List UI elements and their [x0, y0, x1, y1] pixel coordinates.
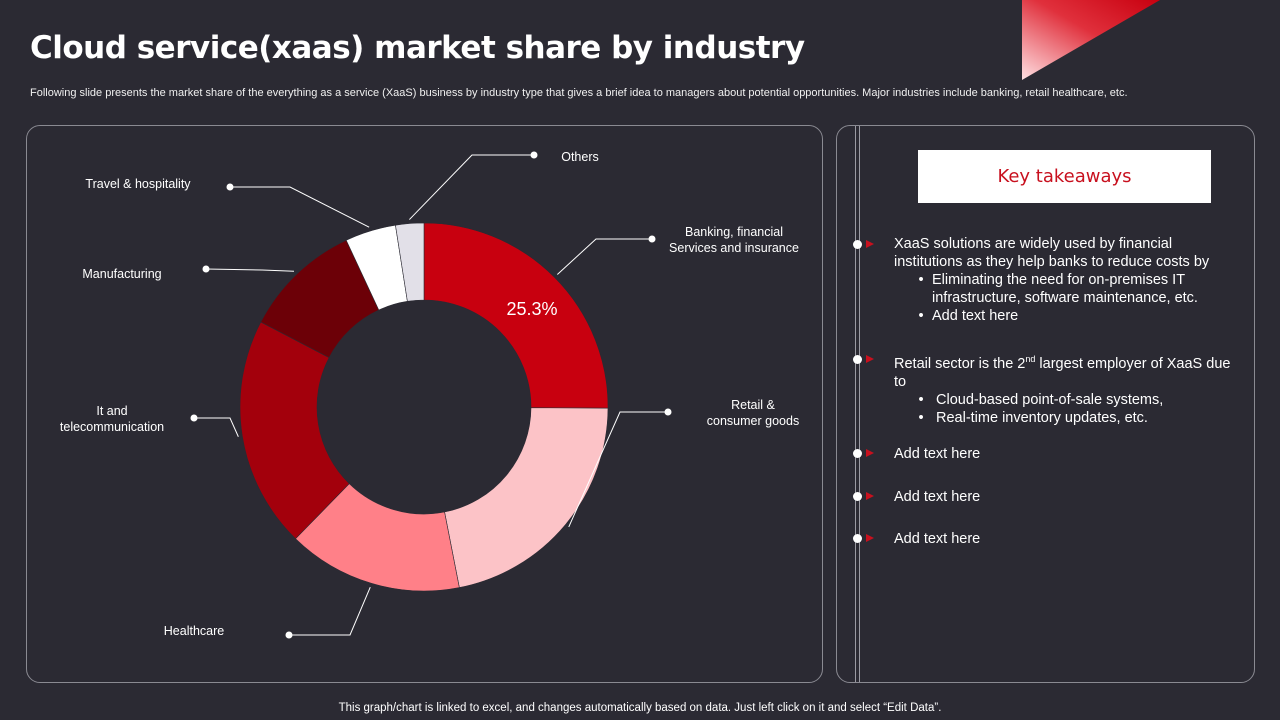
- leader-dot: [190, 414, 198, 422]
- highlight-value-label: 25.3%: [506, 299, 557, 319]
- donut-slice[interactable]: [395, 222, 425, 302]
- leader-dot: [226, 183, 234, 191]
- leader-line: [205, 268, 295, 272]
- leader-line: [194, 417, 239, 437]
- bullet-arrow-icon: [866, 492, 874, 500]
- bullet-arrow-icon: [866, 534, 874, 542]
- takeaway-item: Retail sector is the 2nd largest employe…: [894, 350, 1234, 427]
- donut-slice[interactable]: [423, 222, 609, 409]
- takeaway-subitem: • Cloud-based point-of-sale systems,: [918, 391, 1164, 408]
- takeaway-subitem: • Add text here: [918, 308, 1019, 324]
- leader-line: [230, 186, 370, 228]
- takeaway-text: Add text here: [894, 446, 981, 462]
- takeaway-text: Retail sector is the 2nd largest employe…: [894, 354, 1231, 390]
- takeaways-panel: [836, 125, 1255, 683]
- takeaway-text: Add text here: [894, 489, 981, 505]
- slice-label: Healthcare: [163, 624, 225, 638]
- bullet-dot: [853, 449, 862, 458]
- slice-label: It and telecommunication: [59, 404, 165, 434]
- leader-dot: [648, 235, 656, 243]
- slice-label: Others: [561, 150, 599, 164]
- key-takeaways-heading: Key takeaways: [918, 150, 1211, 203]
- chart-panel: [26, 125, 823, 683]
- slice-label: Manufacturing: [82, 267, 162, 281]
- leader-line: [557, 238, 652, 275]
- takeaway-item: XaaS solutions are widely used by financ…: [894, 235, 1234, 325]
- bullet-dot: [853, 492, 862, 501]
- leader-dot: [664, 408, 672, 416]
- bullet-dot: [853, 534, 862, 543]
- donut-slice[interactable]: [239, 321, 350, 540]
- slice-label: Travel & hospitality: [85, 177, 191, 191]
- slice-label: Banking, financial Services and insuranc…: [669, 225, 799, 255]
- leader-dot: [285, 631, 293, 639]
- leader-dot: [530, 151, 538, 159]
- takeaway-text: XaaS solutions are widely used by financ…: [894, 236, 1210, 270]
- timeline-line: [859, 126, 860, 682]
- page-subtitle: Following slide presents the market shar…: [30, 87, 1128, 99]
- takeaway-text: Add text here: [894, 531, 981, 547]
- leader-dot: [202, 265, 210, 273]
- corner-decoration: [1022, 0, 1160, 80]
- leader-line: [409, 154, 534, 220]
- bullet-arrow-icon: [866, 449, 874, 457]
- timeline-line: [855, 126, 856, 682]
- bullet-dot: [853, 240, 862, 249]
- takeaway-subitem: • Real-time inventory updates, etc.: [918, 409, 1148, 426]
- leader-line: [289, 586, 371, 636]
- page-title: Cloud service(xaas) market share by indu…: [30, 30, 805, 66]
- footer-note: This graph/chart is linked to excel, and…: [338, 702, 942, 714]
- slice-label: Retail & consumer goods: [706, 398, 800, 428]
- bullet-arrow-icon: [866, 355, 874, 363]
- bullet-arrow-icon: [866, 240, 874, 248]
- donut-slice[interactable]: [444, 407, 609, 588]
- takeaway-subitem: • Eliminating the need for on-premises I…: [918, 272, 1198, 306]
- leader-line: [568, 411, 668, 528]
- bullet-dot: [853, 355, 862, 364]
